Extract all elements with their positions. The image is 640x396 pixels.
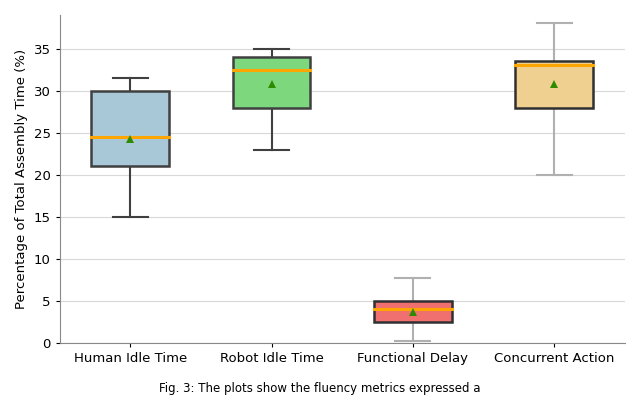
Y-axis label: Percentage of Total Assembly Time (%): Percentage of Total Assembly Time (%) [15, 49, 28, 309]
Bar [515, 61, 593, 108]
Bar [374, 301, 452, 322]
Text: Fig. 3: The plots show the fluency metrics expressed a: Fig. 3: The plots show the fluency metri… [159, 382, 481, 395]
Bar [92, 91, 169, 166]
Bar [233, 57, 310, 108]
